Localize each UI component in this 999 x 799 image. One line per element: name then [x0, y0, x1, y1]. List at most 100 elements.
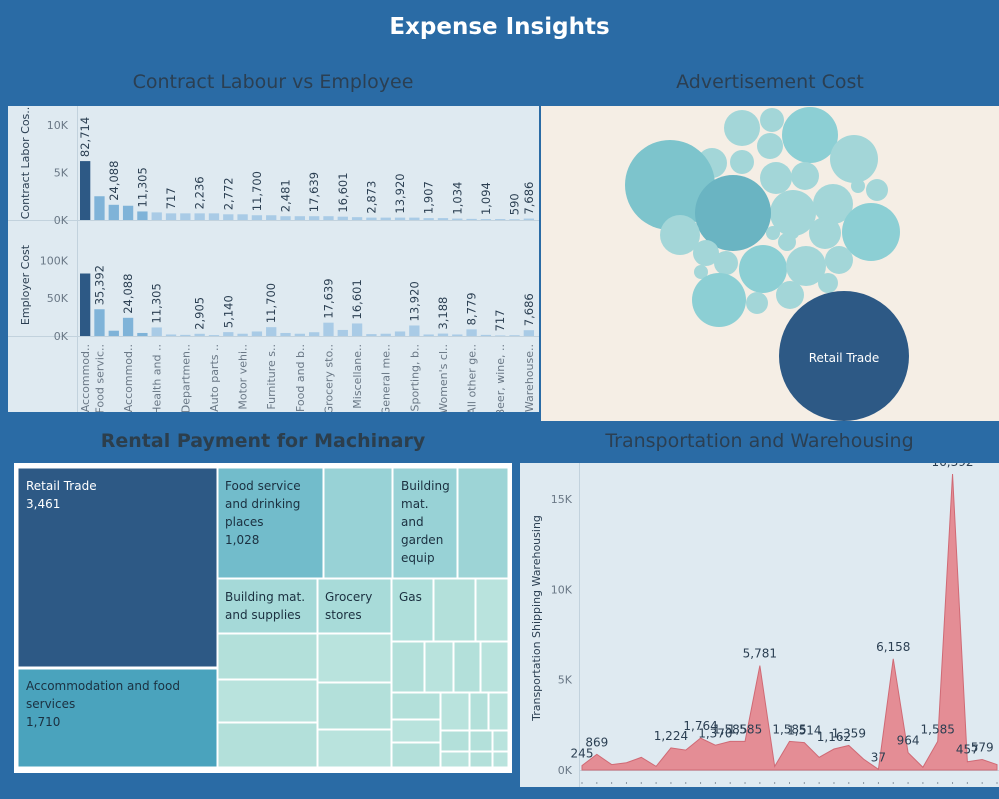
bubble[interactable] [660, 215, 700, 255]
bar[interactable] [437, 333, 449, 336]
treemap-cell[interactable] [317, 682, 392, 730]
bar[interactable] [223, 214, 234, 220]
bar[interactable] [280, 332, 291, 336]
treemap-cell[interactable] [480, 641, 509, 693]
bar[interactable] [337, 329, 348, 336]
treemap-cell[interactable] [440, 692, 470, 731]
bubble[interactable] [778, 233, 796, 251]
bar[interactable] [194, 213, 205, 220]
bar[interactable] [80, 161, 91, 220]
bar[interactable] [237, 333, 248, 336]
bar[interactable] [466, 218, 477, 220]
bar[interactable] [180, 334, 191, 336]
bar[interactable] [294, 216, 305, 220]
treemap-cell-gas[interactable] [391, 578, 434, 642]
treemap-cell[interactable] [217, 679, 318, 723]
treemap-cell[interactable] [433, 578, 476, 642]
bubble[interactable] [791, 162, 819, 190]
bubble-retail-trade[interactable] [779, 291, 909, 421]
bar[interactable] [495, 335, 506, 336]
treemap-cell[interactable] [424, 641, 454, 693]
bar[interactable] [180, 213, 191, 220]
bar[interactable] [266, 327, 277, 336]
bar[interactable] [309, 332, 320, 336]
bubble[interactable] [830, 135, 878, 183]
bubble[interactable] [724, 110, 760, 146]
bar[interactable] [509, 219, 520, 220]
bar[interactable] [452, 334, 463, 336]
bubble[interactable] [730, 150, 754, 174]
bar[interactable] [480, 334, 492, 336]
bar[interactable] [323, 216, 334, 220]
bar[interactable] [266, 215, 277, 220]
treemap-cell[interactable] [492, 751, 509, 768]
bar[interactable] [309, 216, 320, 220]
bubble[interactable] [746, 292, 768, 314]
bubble[interactable] [766, 226, 780, 240]
treemap-cell[interactable] [391, 692, 441, 720]
bubble[interactable] [625, 140, 715, 230]
bubble[interactable] [851, 179, 865, 193]
bar[interactable] [294, 333, 305, 336]
bar[interactable] [223, 332, 234, 336]
treemap-cell-unlabeled-a[interactable] [323, 467, 393, 579]
area-series[interactable] [581, 473, 998, 771]
treemap-cell[interactable] [469, 730, 493, 752]
bar[interactable] [437, 218, 449, 220]
treemap-cell-food-service[interactable] [217, 467, 324, 579]
treemap-cell-building-garden[interactable] [392, 467, 458, 579]
treemap-cell-accommodation[interactable] [17, 668, 218, 768]
bar[interactable] [409, 217, 420, 220]
bubble[interactable] [757, 133, 783, 159]
bubble[interactable] [786, 246, 826, 286]
treemap-cell[interactable] [317, 633, 392, 683]
bar[interactable] [509, 335, 520, 336]
treemap-cell[interactable] [488, 692, 509, 731]
bar[interactable] [394, 217, 406, 220]
bubble[interactable] [714, 251, 738, 275]
bar[interactable] [165, 213, 177, 220]
treemap-cell[interactable] [317, 729, 392, 768]
treemap-cell[interactable] [217, 633, 318, 680]
bar[interactable] [366, 334, 377, 336]
bar[interactable] [351, 323, 363, 336]
bar[interactable] [122, 205, 134, 220]
bubble[interactable] [739, 245, 787, 293]
bar[interactable] [280, 216, 291, 220]
bar[interactable] [380, 333, 391, 336]
treemap-cell[interactable] [440, 730, 470, 752]
bubble[interactable] [776, 281, 804, 309]
bubble[interactable] [694, 265, 708, 279]
bar[interactable] [495, 219, 506, 220]
bar[interactable] [394, 331, 406, 336]
treemap-cell[interactable] [391, 742, 441, 768]
bar[interactable] [165, 334, 177, 336]
bubble[interactable] [760, 162, 792, 194]
bar[interactable] [380, 217, 391, 220]
bubble[interactable] [842, 203, 900, 261]
bar[interactable] [323, 322, 334, 336]
treemap-cell[interactable] [391, 719, 441, 743]
bar[interactable] [80, 273, 91, 336]
treemap-cell[interactable] [391, 641, 425, 693]
bubble[interactable] [818, 273, 838, 293]
treemap-cell[interactable] [217, 722, 318, 768]
bar[interactable] [351, 217, 363, 220]
bubble[interactable] [692, 273, 746, 327]
bar[interactable] [194, 333, 205, 336]
treemap-cell-grocery[interactable] [317, 578, 392, 634]
bar[interactable] [366, 217, 377, 220]
bar[interactable] [94, 309, 105, 336]
treemap-cell[interactable] [440, 751, 470, 768]
bar[interactable] [94, 196, 105, 220]
treemap-cell[interactable] [469, 751, 493, 768]
bubble[interactable] [693, 240, 719, 266]
bar[interactable] [208, 213, 220, 220]
bubble[interactable] [813, 184, 853, 224]
bar[interactable] [137, 332, 148, 336]
treemap-cell[interactable] [469, 692, 489, 731]
bar[interactable] [523, 330, 534, 336]
treemap-cell-unlabeled-b[interactable] [457, 467, 509, 579]
treemap-cell-retail-trade[interactable] [17, 467, 218, 668]
bar[interactable] [337, 216, 348, 220]
